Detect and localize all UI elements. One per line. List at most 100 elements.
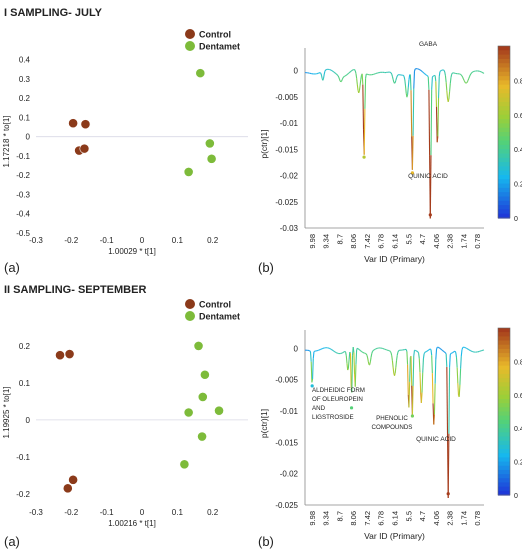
- y-tick-label: 0.1: [19, 379, 31, 388]
- loading-line: [333, 71, 335, 74]
- colorbar-step: [498, 106, 510, 112]
- colorbar-tick-label: 0.2: [514, 460, 522, 467]
- colorbar-step: [498, 97, 510, 103]
- loading-line: [462, 78, 465, 81]
- loading-line: [348, 352, 351, 361]
- loading-line: [351, 355, 354, 393]
- x-tick-label: 2.38: [446, 511, 455, 526]
- loading-line: [338, 76, 340, 80]
- loading-line: [342, 76, 345, 79]
- loading-line: [436, 136, 439, 143]
- loading-line: [347, 359, 350, 369]
- loading-line: [356, 84, 359, 91]
- legend-label: Control: [199, 30, 231, 40]
- loading-line: [469, 73, 472, 76]
- loading-line: [470, 72, 473, 75]
- loading-line: [335, 73, 338, 75]
- colorbar-step: [498, 149, 510, 155]
- loading-line: [347, 73, 349, 75]
- x-tick-label: 0.2: [207, 508, 219, 517]
- loading-line: [468, 76, 471, 79]
- control-point: [55, 350, 65, 361]
- loading-line: [457, 382, 460, 396]
- colorbar-step: [498, 179, 510, 185]
- loading-line: [443, 350, 445, 353]
- loading-line: [396, 355, 398, 361]
- loading-line: [310, 361, 313, 383]
- loading-line: [309, 351, 312, 362]
- loading-line: [372, 349, 375, 352]
- x-tick-label: 4.06: [432, 234, 441, 249]
- loading-line: [435, 106, 438, 143]
- loading-line: [446, 366, 449, 434]
- loading-line: [365, 73, 367, 79]
- loading-line: [437, 97, 440, 137]
- loading-line: [323, 71, 326, 75]
- colorbar-step: [498, 71, 510, 77]
- loading-line: [367, 357, 369, 362]
- colorbar-step: [498, 398, 510, 404]
- loading-line: [431, 77, 433, 90]
- loading-line: [438, 71, 441, 77]
- colorbar-step: [498, 144, 510, 150]
- loading-line: [464, 81, 466, 84]
- loading-line: [461, 347, 464, 351]
- colorbar-step: [498, 461, 510, 467]
- loading-line: [404, 79, 407, 87]
- colorbar-step: [498, 340, 510, 346]
- annotation-aldheidic-form: OF OLEUROPEIN: [312, 396, 363, 403]
- loading-line: [417, 351, 420, 354]
- loading-line: [461, 75, 464, 78]
- loading-line: [410, 90, 413, 137]
- loading-line: [391, 76, 394, 80]
- loading-line: [434, 359, 437, 384]
- y-tick-label: -0.2: [16, 171, 30, 180]
- loading-line: [467, 78, 470, 81]
- loading-line: [390, 352, 393, 356]
- colorbar-step: [498, 196, 510, 202]
- colorbar-step: [498, 382, 510, 388]
- x-tick-label: 6.78: [377, 234, 386, 249]
- colorbar-tick-label: 0.8: [514, 359, 522, 366]
- loading-line: [345, 74, 348, 76]
- loading-line: [440, 348, 442, 350]
- loading-line: [423, 72, 425, 74]
- annotation-aldheidic-form: AND: [312, 405, 326, 412]
- loading-line: [413, 71, 416, 89]
- x-axis-label: 1.00029 * t[1]: [108, 247, 156, 256]
- loading-line: [422, 358, 424, 373]
- y-tick-label: 0.1: [19, 113, 31, 122]
- colorbar-step: [498, 390, 510, 396]
- loading-line: [390, 72, 393, 75]
- colorbar-step: [498, 336, 510, 342]
- loading-line: [334, 72, 336, 74]
- colorbar-step: [498, 166, 510, 172]
- loading-line: [332, 71, 335, 73]
- loading-line: [447, 433, 450, 499]
- colorbar-step: [498, 365, 510, 371]
- colorbar-step: [498, 428, 510, 433]
- y-tick-label: -0.015: [275, 145, 298, 154]
- loading-line: [407, 87, 409, 95]
- colorbar-step: [498, 58, 510, 64]
- loading-line: [421, 71, 424, 73]
- loading-line: [350, 70, 352, 73]
- x-tick-label: -0.2: [64, 236, 78, 245]
- loading-line: [410, 356, 413, 386]
- x-tick-label: 0.1: [172, 236, 184, 245]
- colorbar-step: [498, 101, 510, 107]
- colorbar-step: [498, 84, 510, 90]
- loading-line: [440, 349, 443, 351]
- loading-line: [460, 73, 462, 76]
- loading-line: [445, 353, 448, 367]
- dentamet-point: [179, 459, 190, 470]
- loading-line: [344, 351, 347, 353]
- loading-line: [466, 81, 468, 84]
- colorbar-step: [498, 209, 510, 215]
- loading-line: [434, 75, 437, 82]
- loading-line: [320, 73, 323, 76]
- loading-line: [409, 74, 412, 91]
- colorbar-step: [498, 378, 510, 383]
- loading-line: [441, 349, 444, 352]
- x-tick-label: -0.3: [29, 508, 43, 517]
